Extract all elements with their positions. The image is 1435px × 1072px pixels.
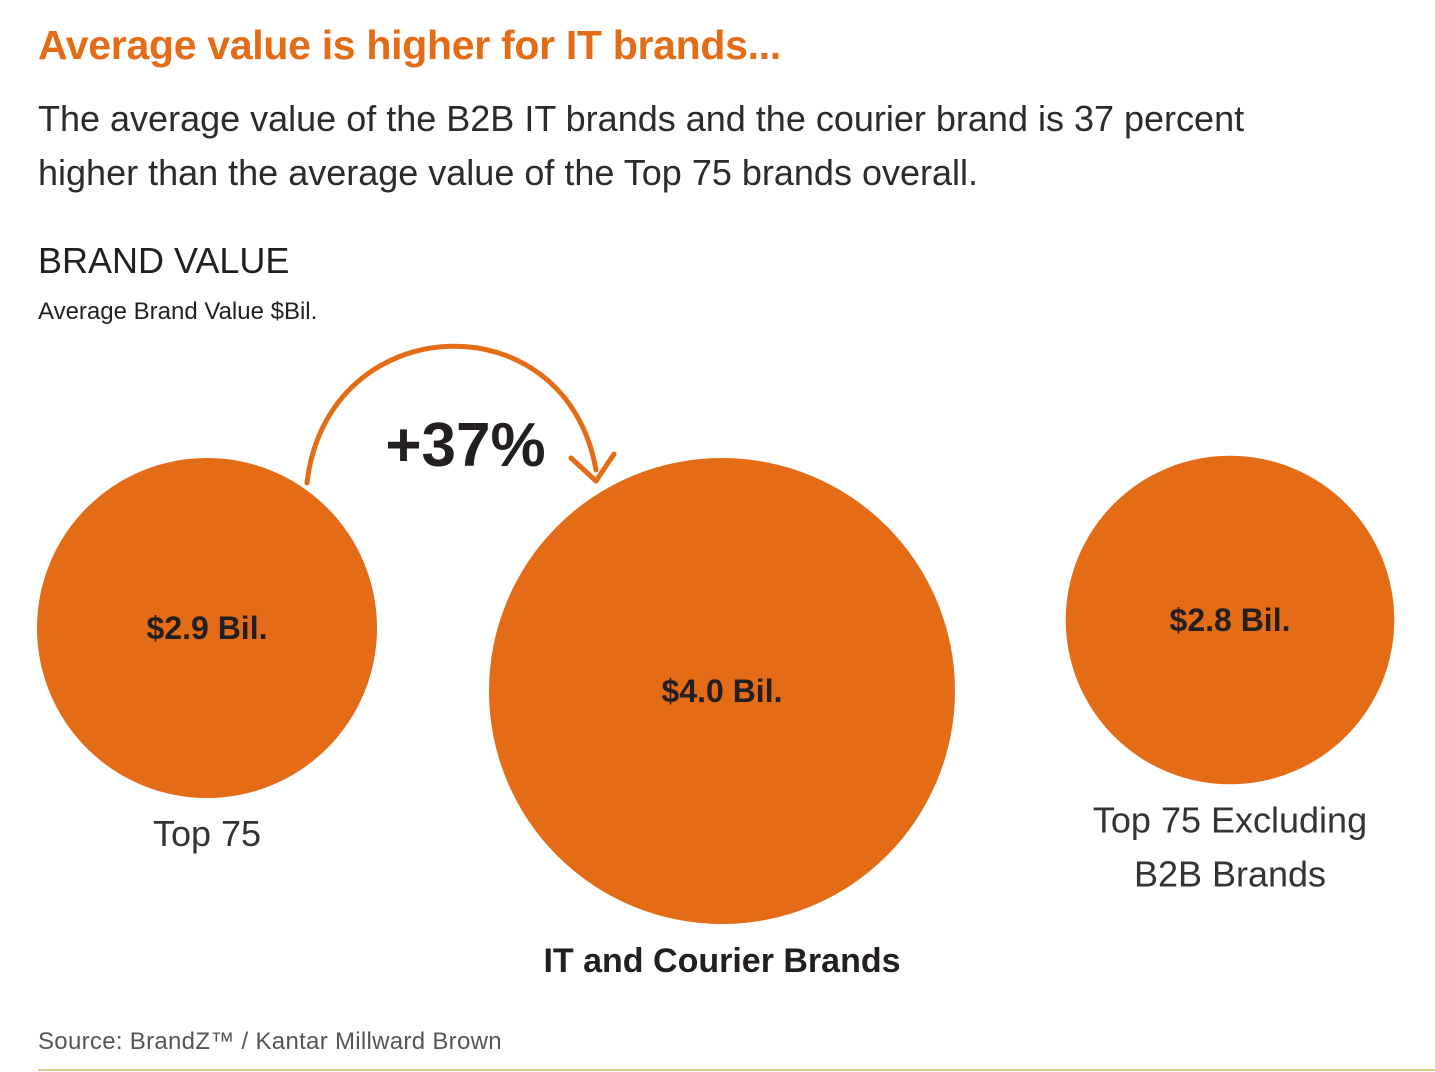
section-title: BRAND VALUE [38, 240, 290, 281]
bubble-category-label: Top 75 Excluding [1093, 799, 1367, 840]
bubble-category-label: IT and Courier Brands [543, 942, 900, 980]
chart-subtitle: Average Brand Value $Bil. [38, 298, 318, 325]
source-note: Source: BrandZ™ / Kantar Millward Brown [38, 1028, 502, 1055]
bubble-category-label: B2B Brands [1134, 853, 1326, 894]
bubble-category-label: Top 75 [153, 813, 261, 854]
footer-rule [38, 1069, 1435, 1071]
bubble-2 [489, 458, 955, 924]
bubble-3 [1065, 455, 1395, 785]
bubble-value-label: $2.9 Bil. [147, 610, 268, 646]
growth-percentage-label: +37% [385, 411, 545, 480]
bubble-value-label: $4.0 Bil. [662, 673, 783, 709]
headline: Average value is higher for IT brands... [38, 22, 781, 68]
arrowhead-icon [568, 451, 617, 484]
bubble-value-label: $2.8 Bil. [1170, 602, 1291, 638]
intro-text: The average value of the B2B IT brands a… [38, 98, 1245, 193]
bubble-1 [36, 457, 378, 799]
growth-arrow [304, 343, 599, 486]
